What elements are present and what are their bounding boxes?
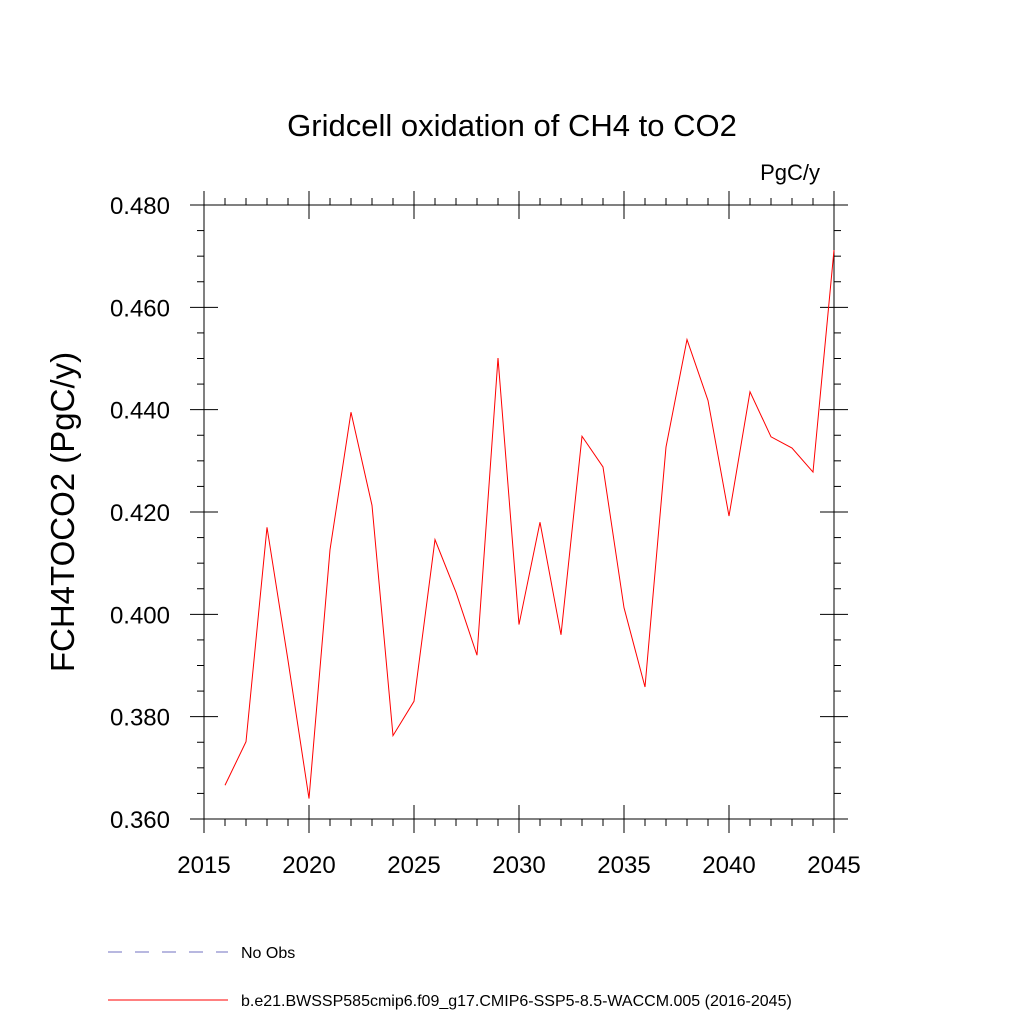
legend: No Obs b.e21.BWSSP585cmip6.f09_g17.CMIP6-… — [108, 945, 792, 1010]
y-tick-label: 0.400 — [110, 602, 170, 629]
y-tick-label: 0.420 — [110, 500, 170, 527]
legend-label: b.e21.BWSSP585cmip6.f09_g17.CMIP6-SSP5-8… — [241, 993, 792, 1010]
legend-label: No Obs — [241, 945, 295, 962]
chart-title: Gridcell oxidation of CH4 to CO2 — [287, 108, 737, 143]
x-tick-label: 2030 — [492, 852, 545, 879]
y-tick-label: 0.460 — [110, 295, 170, 322]
y-tick-label: 0.360 — [110, 807, 170, 834]
x-tick-label: 2025 — [387, 852, 440, 879]
series-line — [224, 249, 835, 799]
y-tick-label: 0.440 — [110, 398, 170, 425]
axis-ticks — [190, 191, 848, 833]
x-tick-label: 2015 — [177, 852, 230, 879]
y-tick-label: 0.480 — [110, 193, 170, 220]
y-axis-label: FCH4TOCO2 (PgC/y) — [44, 352, 81, 672]
x-tick-label: 2040 — [702, 852, 755, 879]
y-tick-label: 0.380 — [110, 705, 170, 732]
x-tick-label: 2045 — [807, 852, 860, 879]
x-tick-label: 2035 — [597, 852, 650, 879]
tick-labels: 2015 2020 2025 2030 2035 2040 2045 0.360 0.380 0.… — [110, 193, 861, 879]
series-lines — [224, 249, 835, 799]
x-tick-label: 2020 — [282, 852, 335, 879]
units-label: PgC/y — [760, 160, 820, 185]
